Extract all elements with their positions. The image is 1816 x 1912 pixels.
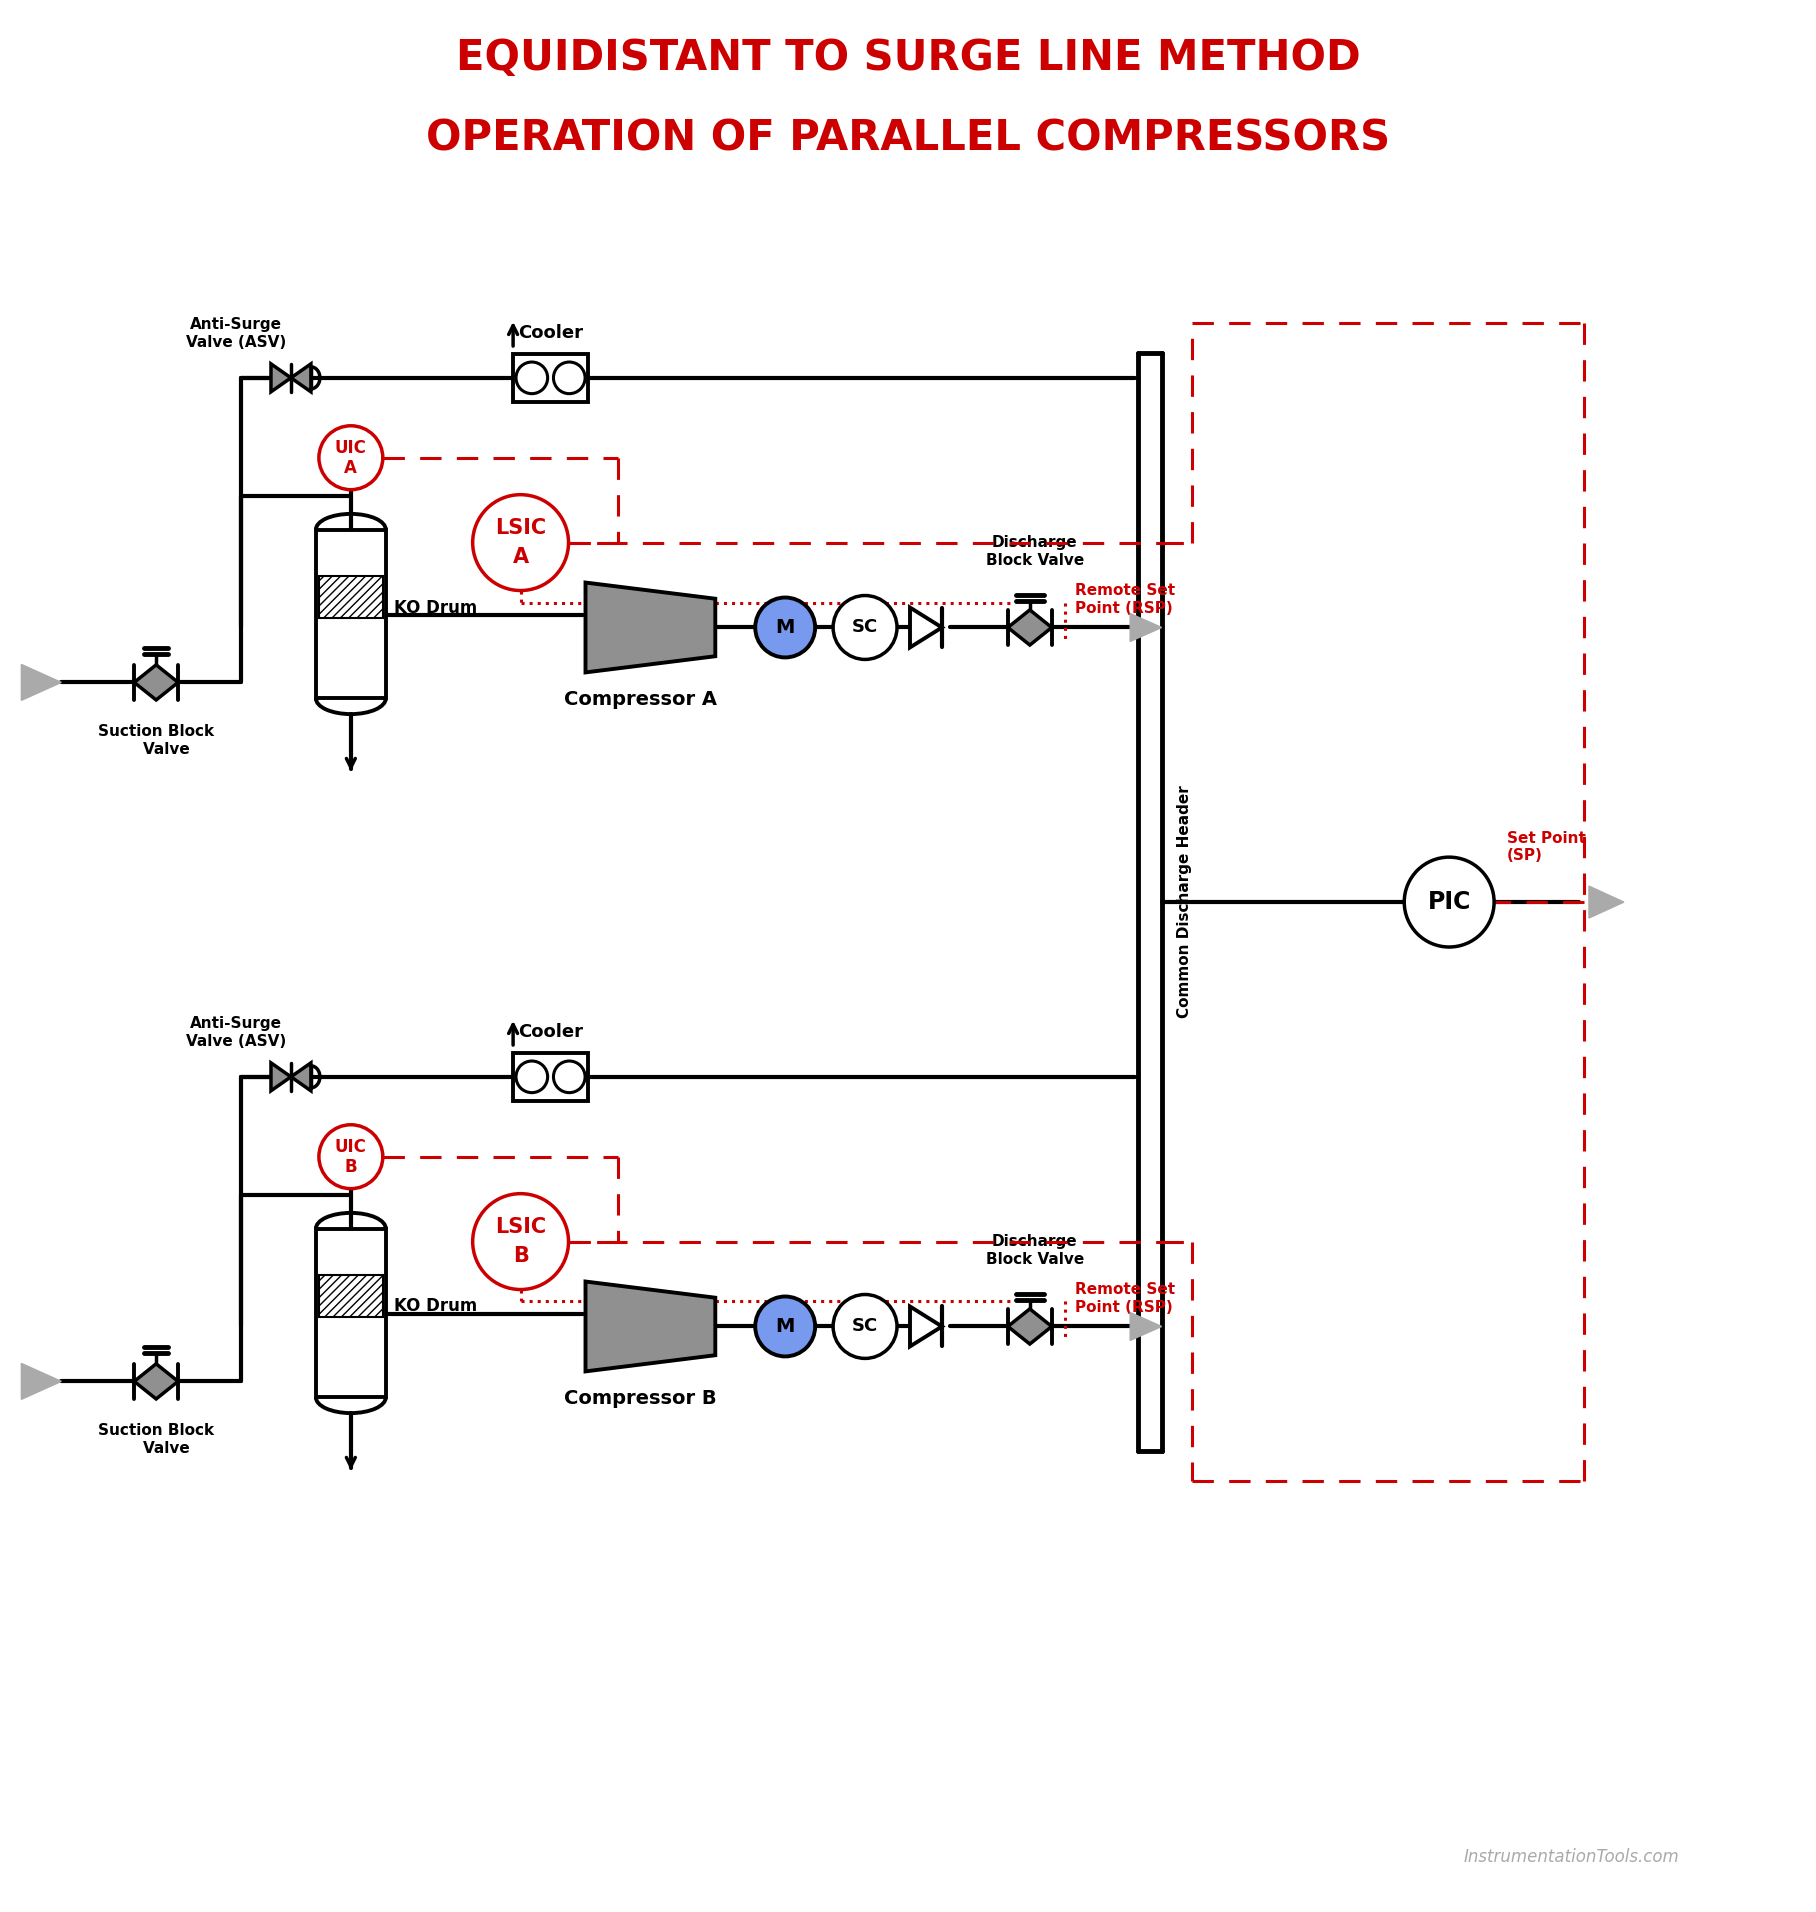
Text: OPERATION OF PARALLEL COMPRESSORS: OPERATION OF PARALLEL COMPRESSORS — [427, 117, 1389, 159]
Text: UIC: UIC — [334, 440, 367, 457]
Polygon shape — [134, 1363, 178, 1400]
Text: Set Point
(SP): Set Point (SP) — [1507, 832, 1585, 864]
Text: SC: SC — [852, 618, 879, 637]
Circle shape — [755, 1296, 815, 1356]
Text: SC: SC — [852, 1317, 879, 1335]
Circle shape — [472, 495, 568, 591]
Bar — [514, 1054, 588, 1101]
Text: Discharge
Block Valve: Discharge Block Valve — [986, 535, 1084, 568]
Polygon shape — [291, 363, 311, 392]
Polygon shape — [1130, 1312, 1162, 1340]
Text: EQUIDISTANT TO SURGE LINE METHOD: EQUIDISTANT TO SURGE LINE METHOD — [456, 38, 1360, 78]
Polygon shape — [910, 1306, 943, 1346]
Text: KO Drum: KO Drum — [394, 1298, 478, 1315]
Polygon shape — [910, 608, 943, 648]
Circle shape — [834, 1294, 897, 1358]
Text: A: A — [512, 547, 528, 568]
Polygon shape — [271, 1063, 291, 1092]
Text: Cooler: Cooler — [518, 323, 583, 342]
Text: Suction Block
    Valve: Suction Block Valve — [98, 1423, 214, 1455]
Bar — [320, 1275, 383, 1317]
Text: Remote Set
Point (RSP): Remote Set Point (RSP) — [1075, 1283, 1175, 1315]
Bar — [320, 576, 383, 618]
Text: UIC: UIC — [334, 1138, 367, 1155]
Text: Anti-Surge
Valve (ASV): Anti-Surge Valve (ASV) — [185, 1017, 287, 1050]
Polygon shape — [1008, 1310, 1051, 1344]
Bar — [514, 354, 588, 402]
Polygon shape — [585, 583, 716, 673]
Text: M: M — [775, 1317, 795, 1336]
Polygon shape — [1130, 614, 1162, 641]
Polygon shape — [134, 665, 178, 700]
Polygon shape — [291, 1063, 311, 1092]
Polygon shape — [22, 665, 62, 700]
Polygon shape — [585, 1281, 716, 1371]
Bar — [316, 1229, 385, 1398]
Text: LSIC: LSIC — [496, 1216, 547, 1237]
Polygon shape — [1008, 610, 1051, 644]
Circle shape — [320, 426, 383, 489]
Text: PIC: PIC — [1427, 891, 1471, 914]
Circle shape — [1404, 857, 1495, 946]
Text: Remote Set
Point (RSP): Remote Set Point (RSP) — [1075, 583, 1175, 616]
Text: Discharge
Block Valve: Discharge Block Valve — [986, 1233, 1084, 1266]
Polygon shape — [271, 363, 291, 392]
Text: B: B — [512, 1247, 528, 1266]
Text: Common Discharge Header: Common Discharge Header — [1177, 786, 1191, 1019]
Text: B: B — [345, 1157, 358, 1176]
Polygon shape — [1589, 885, 1624, 918]
Bar — [316, 530, 385, 698]
Text: Compressor A: Compressor A — [565, 690, 717, 709]
Circle shape — [834, 595, 897, 660]
Text: LSIC: LSIC — [496, 518, 547, 537]
Text: KO Drum: KO Drum — [394, 598, 478, 616]
Text: M: M — [775, 618, 795, 637]
Text: Compressor B: Compressor B — [565, 1390, 717, 1409]
Polygon shape — [22, 1363, 62, 1400]
Text: Suction Block
    Valve: Suction Block Valve — [98, 725, 214, 757]
Text: Cooler: Cooler — [518, 1023, 583, 1040]
Text: Anti-Surge
Valve (ASV): Anti-Surge Valve (ASV) — [185, 317, 287, 350]
Circle shape — [320, 1124, 383, 1189]
Circle shape — [472, 1193, 568, 1289]
Circle shape — [755, 598, 815, 658]
Text: InstrumentationTools.com: InstrumentationTools.com — [1464, 1847, 1678, 1866]
Text: A: A — [345, 459, 358, 476]
